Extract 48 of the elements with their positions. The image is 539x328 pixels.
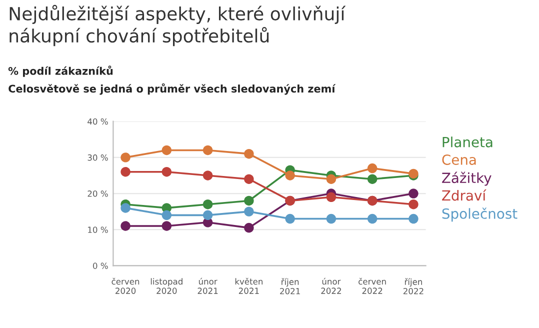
point xyxy=(120,167,130,177)
x-tick-label: červen 2020 xyxy=(112,278,140,294)
y-tick-label: 30 % xyxy=(88,154,108,161)
point xyxy=(202,199,213,210)
point xyxy=(120,152,130,162)
series-label: Zážitky xyxy=(442,172,492,186)
x-tick-label: únor 2022 xyxy=(321,278,341,294)
series-label: Zdraví xyxy=(442,189,486,201)
point xyxy=(285,170,295,180)
chart-title: Nejdůležitější aspekty, které ovlivňují nákupní chování spotřebitelů xyxy=(10,4,346,46)
point xyxy=(244,148,254,159)
text: Planeta xyxy=(442,136,492,148)
x-tick-label: červen 2022 xyxy=(358,278,386,294)
point xyxy=(202,210,213,220)
x-tick-label: říjen 2022 xyxy=(403,278,424,294)
y-tick-label: 0 % xyxy=(93,262,108,269)
series-label: Cena xyxy=(442,154,476,165)
point xyxy=(120,203,130,213)
point xyxy=(244,206,254,216)
point xyxy=(367,174,378,184)
y-tick-label: 20 % xyxy=(88,190,108,197)
point xyxy=(162,221,172,231)
point xyxy=(162,145,172,156)
point xyxy=(408,199,418,210)
x-tick-label: květen 2021 xyxy=(235,278,263,294)
x-tick-label: říjen 2021 xyxy=(280,278,300,294)
point xyxy=(120,221,130,231)
point xyxy=(244,196,254,206)
point xyxy=(326,174,336,184)
point xyxy=(162,210,172,220)
x-tick-label: listopad 2020 xyxy=(150,278,182,294)
x-tick-label: únor 2021 xyxy=(198,278,218,294)
point xyxy=(326,214,336,224)
chart-subtitle: % podíl zákazníků Celosvětově se jedná o průměr všech sledovaných zemí xyxy=(8,66,336,95)
point xyxy=(202,145,213,156)
point xyxy=(202,170,213,180)
point xyxy=(326,192,336,202)
point xyxy=(162,167,172,177)
point xyxy=(408,188,418,198)
series-label: Společnost xyxy=(442,208,518,222)
y-tick-label: 40 % xyxy=(88,118,108,125)
y-tick-label: 10 % xyxy=(88,226,108,233)
point xyxy=(244,174,254,184)
point xyxy=(408,214,418,224)
point xyxy=(244,222,254,233)
point xyxy=(367,214,378,224)
point xyxy=(285,214,295,224)
point xyxy=(367,163,378,174)
